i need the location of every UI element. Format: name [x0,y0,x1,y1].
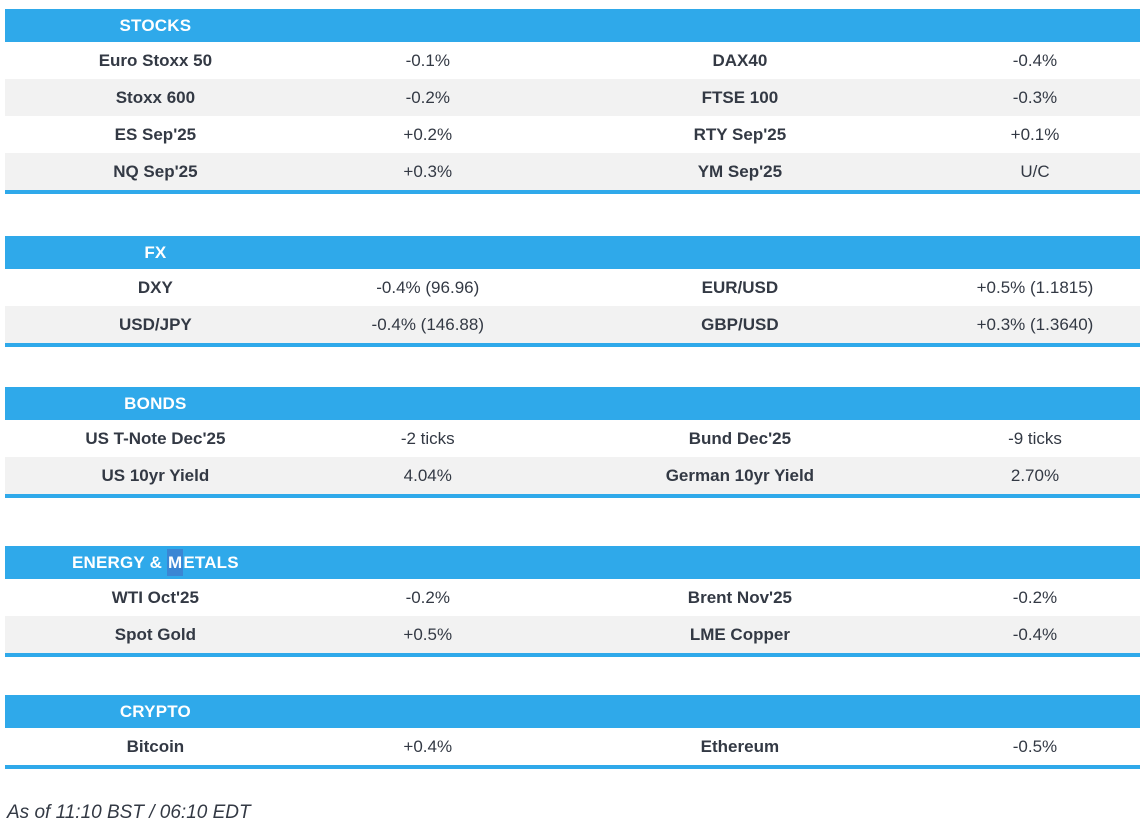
section-title-pre: FX [144,242,167,262]
table-row: ES Sep'25 +0.2% RTY Sep'25 +0.1% [5,116,1140,153]
table-row: Stoxx 600 -0.2% FTSE 100 -0.3% [5,79,1140,116]
instrument-name: Bund Dec'25 [688,428,792,448]
selected-text-highlight: M [166,548,184,576]
instrument-name: EUR/USD [701,277,779,297]
instrument-change: -0.4% (146.88) [371,314,484,334]
section-bottom-border [5,343,1140,347]
instrument-change: U/C [1020,161,1050,181]
table-row: WTI Oct'25 -0.2% Brent Nov'25 -0.2% [5,579,1140,616]
section-title: FX [5,243,306,263]
instrument-change: -0.3% [1012,87,1058,107]
table-row: Bitcoin +0.4% Ethereum -0.5% [5,728,1140,765]
table-row: US 10yr Yield 4.04% German 10yr Yield 2.… [5,457,1140,494]
table-row: Spot Gold +0.5% LME Copper -0.4% [5,616,1140,653]
table-row: NQ Sep'25 +0.3% YM Sep'25 U/C [5,153,1140,190]
instrument-change: +0.5% (1.1815) [976,277,1094,297]
instrument-change: -0.4% (96.96) [376,277,480,297]
instrument-name: LME Copper [689,624,790,644]
section-title-pre: BONDS [124,393,187,413]
section-title: ENERGY & METALS [5,548,306,576]
instrument-change: 2.70% [1010,465,1060,485]
instrument-name: German 10yr Yield [665,465,815,485]
section-crypto: CRYPTO Bitcoin +0.4% Ethereum -0.5% [5,695,1140,769]
footer-timestamp: As of 11:10 BST / 06:10 EDT [7,802,251,823]
section-header: ENERGY & METALS [5,546,1140,579]
instrument-name: Stoxx 600 [115,87,196,107]
instrument-change: -0.1% [405,50,450,70]
instrument-change: -9 ticks [1008,428,1062,448]
instrument-name: WTI Oct'25 [111,587,199,607]
instrument-name: DXY [137,277,173,297]
section-header: BONDS [5,387,1140,420]
section-bottom-border [5,765,1140,769]
section-header: STOCKS [5,9,1140,42]
instrument-name: NQ Sep'25 [113,161,198,181]
instrument-name: Spot Gold [114,624,196,644]
table-row: USD/JPY -0.4% (146.88) GBP/USD +0.3% (1.… [5,306,1140,343]
instrument-change: -0.4% [1012,50,1058,70]
section-energy-metals: ENERGY & METALS WTI Oct'25 -0.2% Brent N… [5,546,1140,657]
instrument-change: -0.5% [1012,736,1058,756]
instrument-change: +0.2% [403,124,453,144]
section-bottom-border [5,653,1140,657]
instrument-name: GBP/USD [701,314,779,334]
section-bottom-border [5,190,1140,194]
instrument-change: +0.1% [1010,124,1060,144]
instrument-change: 4.04% [403,465,452,485]
instrument-change: -2 ticks [400,428,455,448]
instrument-name: Euro Stoxx 50 [98,50,213,70]
instrument-change: -0.4% [1012,624,1058,644]
section-title-post: ETALS [183,552,239,572]
instrument-name: RTY Sep'25 [693,124,787,144]
section-stocks: STOCKS Euro Stoxx 50 -0.1% DAX40 -0.4% S… [5,9,1140,194]
table-row: DXY -0.4% (96.96) EUR/USD +0.5% (1.1815) [5,269,1140,306]
table-row: US T-Note Dec'25 -2 ticks Bund Dec'25 -9… [5,420,1140,457]
instrument-name: FTSE 100 [701,87,779,107]
section-title-pre: ENERGY & [71,552,167,572]
section-bonds: BONDS US T-Note Dec'25 -2 ticks Bund Dec… [5,387,1140,498]
instrument-name: US T-Note Dec'25 [85,428,226,448]
section-header: FX [5,236,1140,269]
instrument-name: Brent Nov'25 [687,587,792,607]
section-header: CRYPTO [5,695,1140,728]
instrument-name: US 10yr Yield [101,465,210,485]
section-title: CRYPTO [5,702,306,722]
section-title-pre: STOCKS [119,15,192,35]
section-title-pre: CRYPTO [119,701,191,721]
instrument-change: -0.2% [1012,587,1058,607]
section-title: STOCKS [5,16,306,36]
instrument-change: +0.4% [403,736,453,756]
instrument-change: -0.2% [405,87,450,107]
instrument-name: Bitcoin [126,736,185,756]
section-bottom-border [5,494,1140,498]
instrument-change: +0.5% [403,624,453,644]
instrument-name: YM Sep'25 [697,161,783,181]
instrument-name: Ethereum [700,736,780,756]
section-fx: FX DXY -0.4% (96.96) EUR/USD +0.5% (1.18… [5,236,1140,347]
instrument-name: DAX40 [712,50,768,70]
section-title: BONDS [5,394,306,414]
instrument-change: +0.3% [403,161,453,181]
instrument-change: +0.3% (1.3640) [976,314,1094,334]
instrument-change: -0.2% [405,587,450,607]
instrument-name: USD/JPY [119,314,192,334]
instrument-name: ES Sep'25 [114,124,197,144]
table-row: Euro Stoxx 50 -0.1% DAX40 -0.4% [5,42,1140,79]
